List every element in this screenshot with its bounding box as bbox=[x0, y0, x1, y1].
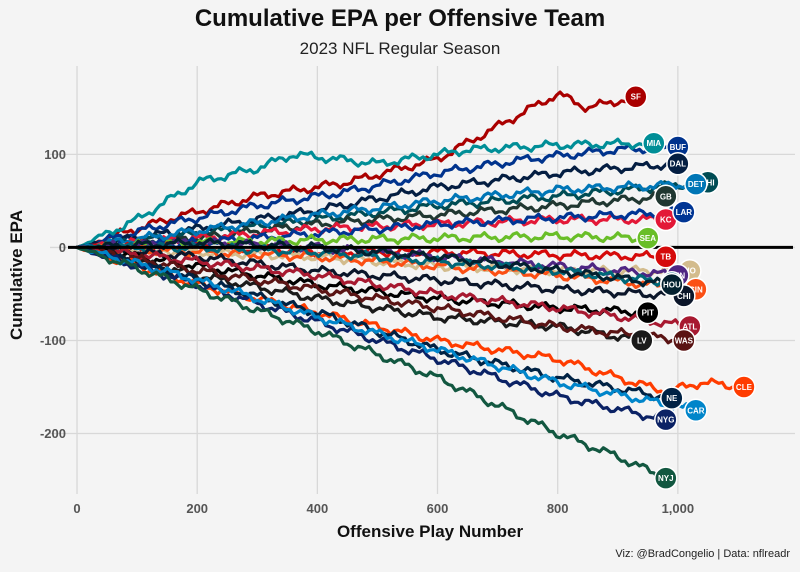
team-logo-hou: HOU bbox=[660, 272, 684, 297]
svg-text:WAS: WAS bbox=[675, 336, 694, 345]
svg-text:CHI: CHI bbox=[677, 292, 691, 301]
svg-text:KC: KC bbox=[660, 216, 672, 225]
team-logo-dal: DAL bbox=[666, 151, 690, 176]
team-logo-gb: GB bbox=[654, 184, 678, 209]
x-tick-label: 1,000 bbox=[662, 501, 695, 516]
y-tick-label: -200 bbox=[40, 426, 66, 441]
team-logo-lar: LAR bbox=[672, 200, 696, 224]
team-line-buf bbox=[75, 141, 680, 249]
svg-text:CIN: CIN bbox=[689, 285, 703, 294]
team-line-car bbox=[75, 245, 698, 413]
x-tick-label: 400 bbox=[307, 501, 329, 516]
svg-text:BUF: BUF bbox=[670, 143, 687, 152]
team-line-mia bbox=[75, 137, 656, 249]
team-logo-nyg: NYG bbox=[654, 407, 678, 432]
y-tick-label: 100 bbox=[44, 147, 66, 162]
x-tick-label: 0 bbox=[73, 501, 80, 516]
team-logo-was: WAS bbox=[672, 328, 696, 353]
svg-text:NYJ: NYJ bbox=[658, 474, 674, 483]
x-axis-label: Offensive Play Number bbox=[337, 522, 524, 541]
team-logo-ne: NE bbox=[660, 386, 684, 410]
team-logo-car: CAR bbox=[684, 398, 708, 423]
team-logo-sea: SEA bbox=[636, 226, 660, 250]
team-logo-cle: CLE bbox=[732, 375, 756, 399]
svg-text:GB: GB bbox=[660, 192, 672, 201]
svg-text:HOU: HOU bbox=[663, 281, 681, 290]
x-tick-label: 200 bbox=[186, 501, 208, 516]
team-line-hou bbox=[75, 237, 674, 290]
team-logo-mia: MIA bbox=[642, 131, 666, 155]
team-end-markers: SFBUFMIADALPHIGBKCLARDETSEATBNOMINCINJAX… bbox=[624, 84, 756, 490]
chart-title: Cumulative EPA per Offensive Team bbox=[195, 5, 605, 32]
svg-text:DAL: DAL bbox=[670, 160, 687, 169]
team-line-sf bbox=[75, 90, 638, 249]
team-logo-lv: LV bbox=[630, 328, 654, 353]
team-line-jax bbox=[75, 241, 674, 287]
svg-text:SF: SF bbox=[631, 93, 641, 102]
svg-text:PIT: PIT bbox=[642, 309, 655, 318]
team-logo-pit: PIT bbox=[636, 300, 660, 325]
team-line-atl bbox=[75, 245, 692, 333]
svg-text:LV: LV bbox=[637, 336, 647, 345]
svg-text:LAR: LAR bbox=[676, 208, 693, 217]
team-line-nyg bbox=[75, 245, 668, 422]
svg-text:NYG: NYG bbox=[657, 416, 674, 425]
team-logo-tb: TB bbox=[654, 244, 678, 269]
team-line-chi bbox=[75, 245, 686, 301]
team-lines bbox=[75, 90, 746, 483]
svg-text:CLE: CLE bbox=[736, 383, 753, 392]
team-logo-nyj: NYJ bbox=[654, 466, 678, 490]
axis-ticks: 0 200 400 600 800 1,000 -200 -100 0 100 bbox=[40, 147, 694, 516]
y-tick-label: 0 bbox=[59, 240, 66, 255]
svg-text:CAR: CAR bbox=[687, 406, 705, 415]
svg-text:TB: TB bbox=[660, 253, 671, 262]
y-axis-label: Cumulative EPA bbox=[7, 210, 26, 340]
team-line-nyj bbox=[75, 245, 668, 483]
caption: Viz: @BradCongelio | Data: nflreadr bbox=[615, 548, 790, 560]
svg-text:PHI: PHI bbox=[701, 178, 714, 187]
x-tick-label: 600 bbox=[427, 501, 449, 516]
chart-subtitle: 2023 NFL Regular Season bbox=[300, 39, 501, 58]
svg-text:ATL: ATL bbox=[682, 323, 697, 332]
svg-text:MIA: MIA bbox=[646, 139, 661, 148]
svg-text:NE: NE bbox=[666, 394, 678, 403]
svg-text:NO: NO bbox=[684, 267, 696, 276]
team-line-det bbox=[75, 180, 698, 249]
svg-text:SEA: SEA bbox=[640, 234, 657, 243]
team-line-phi bbox=[75, 177, 710, 250]
team-line-was bbox=[75, 245, 686, 345]
team-logo-det: DET bbox=[684, 172, 708, 196]
y-tick-label: -100 bbox=[40, 333, 66, 348]
svg-text:DET: DET bbox=[688, 180, 704, 189]
team-line-cle bbox=[75, 245, 746, 397]
x-tick-label: 800 bbox=[547, 501, 569, 516]
team-logo-sf: SF bbox=[624, 84, 648, 109]
